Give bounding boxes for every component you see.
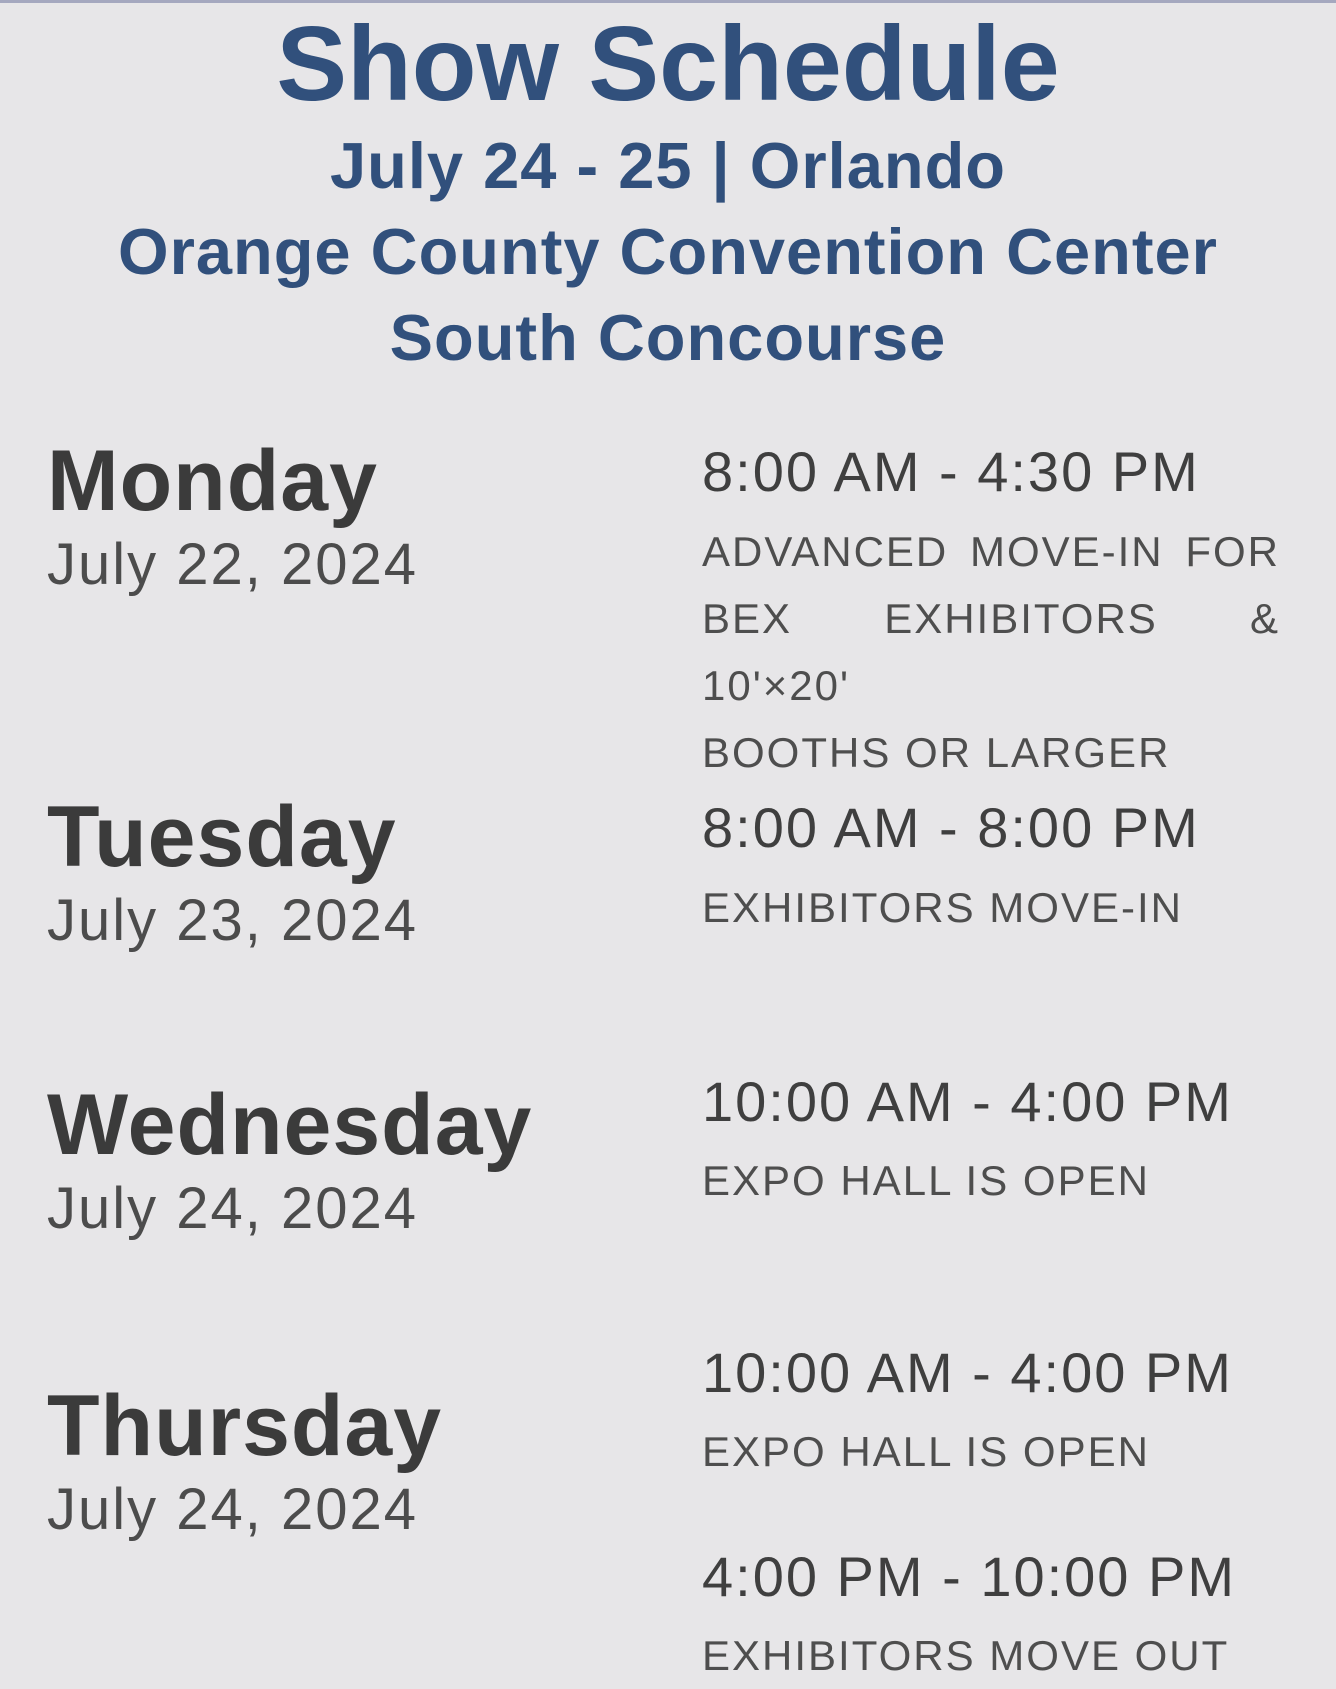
page-top-border [0,0,1336,3]
events-cell: 8:00 AM - 4:30 PM ADVANCED MOVE-IN FOR B… [702,438,1280,786]
event-description: EXPO HALL IS OPEN [702,1147,1280,1214]
subtitle-venue: Orange County Convention Center [118,214,1218,288]
day-cell: Wednesday July 24, 2024 [47,1068,702,1244]
day-date: July 23, 2024 [47,888,419,954]
schedule-row-wednesday: Wednesday July 24, 2024 10:00 AM - 4:00 … [47,1068,1336,1244]
event-description-line: BEX EXHIBITORS & 10'×20' [702,594,1280,709]
event-description-line: EXPO HALL IS OPEN [702,1157,1150,1205]
events-cell: 10:00 AM - 4:00 PM EXPO HALL IS OPEN [702,1068,1280,1214]
event-description: EXHIBITORS MOVE OUT [702,1622,1280,1689]
event-description: ADVANCED MOVE-IN FOR BEX EXHIBITORS & 10… [702,518,1280,787]
day-date: July 24, 2024 [47,1476,419,1542]
time-range: 10:00 AM - 4:00 PM [702,1340,1233,1404]
day-date: July 22, 2024 [47,532,419,598]
event-description-line: EXHIBITORS MOVE OUT [702,1632,1230,1680]
time-range: 8:00 AM - 8:00 PM [702,796,1200,860]
event-description-line: EXPO HALL IS OPEN [702,1427,1150,1475]
subtitle-dates-location: July 24 - 25 | Orlando [330,129,1006,202]
day-cell: Thursday July 24, 2024 [47,1339,702,1545]
schedule-row-tuesday: Tuesday July 23, 2024 8:00 AM - 8:00 PM … [47,794,1336,956]
day-name: Monday [47,433,378,530]
schedule-entry: 10:00 AM - 4:00 PM EXPO HALL IS OPEN [702,1339,1280,1485]
schedule-row-monday: Monday July 22, 2024 8:00 AM - 4:30 PM A… [47,438,1336,786]
schedule-row-thursday: Thursday July 24, 2024 10:00 AM - 4:00 P… [47,1339,1336,1689]
event-description-line: EXHIBITORS MOVE-IN [702,883,1183,931]
time-range: 8:00 AM - 4:30 PM [702,440,1200,504]
event-description: EXPO HALL IS OPEN [702,1418,1280,1485]
schedule-entry: 8:00 AM - 4:30 PM ADVANCED MOVE-IN FOR B… [702,438,1280,786]
event-description-line: BOOTHS OR LARGER [702,729,1171,777]
day-cell: Monday July 22, 2024 [47,438,702,600]
schedule-entry: 8:00 AM - 8:00 PM EXHIBITORS MOVE-IN [702,794,1280,940]
events-cell: 8:00 AM - 8:00 PM EXHIBITORS MOVE-IN [702,794,1280,940]
day-date: July 24, 2024 [47,1175,419,1241]
page-title: Show Schedule [276,5,1060,123]
day-cell: Tuesday July 23, 2024 [47,794,702,956]
subtitle-concourse: South Concourse [389,300,947,374]
time-range: 10:00 AM - 4:00 PM [702,1069,1233,1133]
day-name: Thursday [47,1377,443,1474]
schedule-entry: 4:00 PM - 10:00 PM EXHIBITORS MOVE OUT [702,1543,1280,1689]
schedule-entry: 10:00 AM - 4:00 PM EXPO HALL IS OPEN [702,1068,1280,1214]
schedule-list: Monday July 22, 2024 8:00 AM - 4:30 PM A… [0,438,1336,1689]
time-range: 4:00 PM - 10:00 PM [702,1544,1237,1608]
day-name: Wednesday [47,1076,533,1173]
schedule-header: Show Schedule July 24 - 25 | Orlando Ora… [0,3,1336,380]
events-cell: 10:00 AM - 4:00 PM EXPO HALL IS OPEN 4:0… [702,1339,1280,1689]
event-description-line: ADVANCED MOVE-IN FOR [702,527,1280,575]
header-subtitles: July 24 - 25 | Orlando Orange County Con… [0,123,1336,380]
event-description: EXHIBITORS MOVE-IN [702,874,1280,941]
day-name: Tuesday [47,789,397,886]
